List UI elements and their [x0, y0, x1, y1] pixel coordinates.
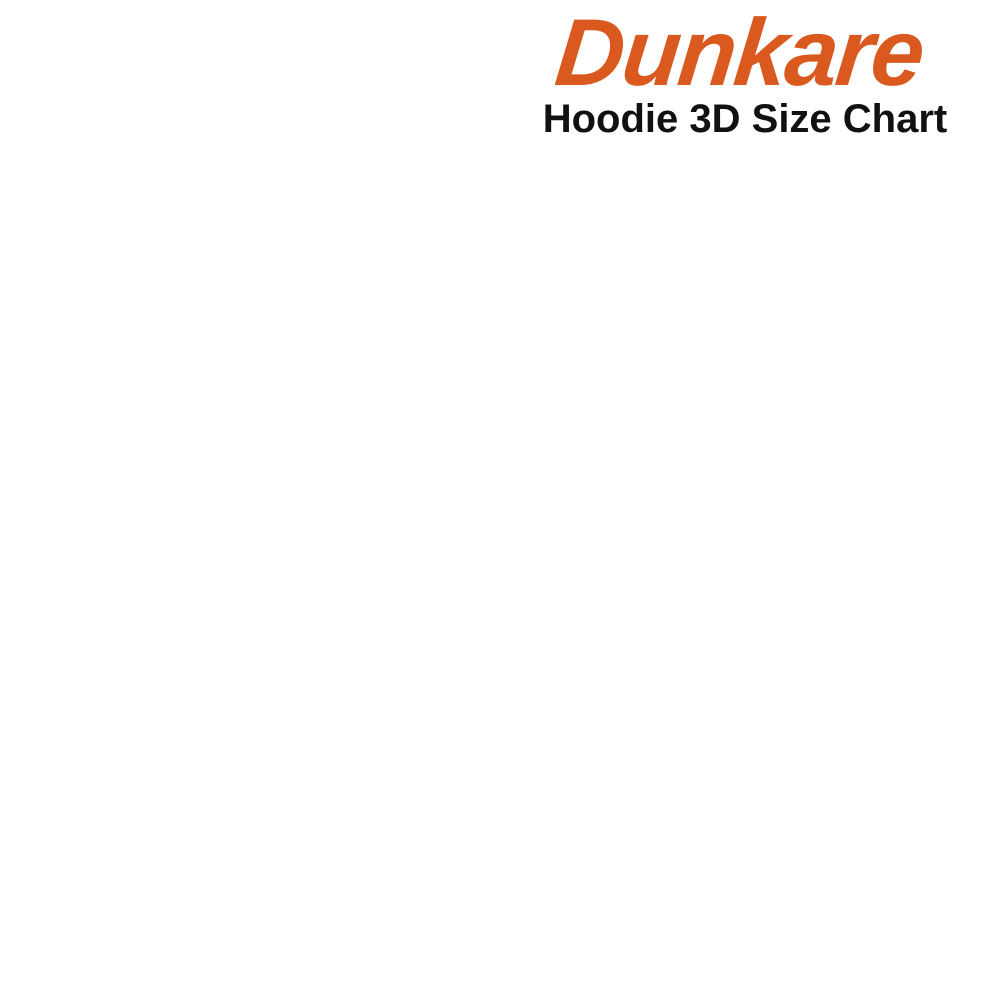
svg-text:Dunkare: Dunkare: [551, 0, 928, 106]
